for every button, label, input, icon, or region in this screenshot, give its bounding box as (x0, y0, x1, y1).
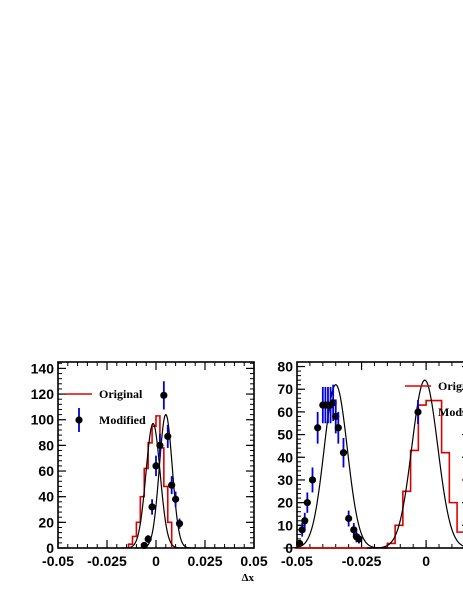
x-axis-label: Δx (242, 572, 255, 584)
y-tick-label: 80 (277, 359, 293, 375)
x-tick-label: -0.025 (342, 553, 382, 569)
x-tick-label: -0.025 (87, 553, 127, 569)
x-tick-label: 0.05 (240, 553, 267, 569)
x-tick-label: 0.025 (187, 553, 222, 569)
y-tick-label: 20 (277, 495, 293, 511)
modified-data-point (175, 520, 184, 528)
legend-original-label: Origin (438, 379, 463, 393)
y-tick-label: 100 (31, 412, 55, 428)
y-tick-label: 120 (31, 386, 55, 402)
modified-data-point (148, 503, 156, 511)
modified-data-point (144, 535, 152, 543)
legend-original-label: Original (99, 387, 143, 401)
modified-data-point (295, 539, 304, 548)
modified-data-point (301, 517, 309, 525)
y-tick-label: 70 (277, 381, 293, 397)
legend-modified-label: Modified (99, 413, 146, 427)
chart-panel-2: -0.05-0.02500.02501020304050607080Origin… (277, 359, 463, 569)
x-tick-label: 0 (152, 553, 160, 569)
modified-data-point (164, 432, 172, 440)
y-tick-label: 10 (277, 517, 293, 533)
y-tick-label: 80 (38, 437, 54, 453)
modified-data-point (355, 535, 363, 543)
modified-data-point (339, 449, 348, 457)
modified-data-point (160, 391, 168, 399)
y-tick-label: 40 (277, 449, 293, 465)
modified-data-point (168, 481, 176, 489)
y-tick-label: 140 (31, 360, 55, 376)
gaussian-fit-curve (121, 422, 185, 549)
legend-modified-marker (75, 416, 83, 424)
y-tick-label: 20 (38, 514, 54, 530)
y-tick-label: 0 (46, 540, 54, 556)
modified-data-point (303, 499, 311, 507)
modified-data-point (156, 441, 164, 449)
gaussian-fit-curve (366, 379, 463, 549)
x-tick-label: -0.05 (281, 553, 313, 569)
plot-frame (57, 361, 255, 549)
legend-modified-marker (414, 408, 422, 416)
y-tick-label: 30 (277, 472, 293, 488)
y-tick-label: 40 (38, 489, 54, 505)
modified-data-point (140, 541, 148, 550)
original-histogram-step (127, 415, 173, 548)
modified-data-point (314, 424, 322, 432)
y-tick-label: 50 (277, 427, 293, 443)
x-tick-label: -0.05 (42, 553, 74, 569)
legend-modified-label: Modifi (438, 405, 463, 419)
modified-data-point (172, 495, 180, 503)
x-tick-label: 0 (422, 553, 430, 569)
modified-data-point (152, 462, 160, 470)
chart-panel-1: -0.05 -0.025 0 0.025 0.05 0 20 40 60 80 100 120 140 O… (31, 360, 268, 584)
modified-data-point (345, 514, 353, 523)
modified-data-point (308, 476, 317, 484)
modified-data-point (334, 424, 342, 432)
y-tick-label: 60 (38, 463, 54, 479)
original-histogram-step (294, 399, 463, 549)
y-tick-label: 60 (277, 404, 293, 420)
